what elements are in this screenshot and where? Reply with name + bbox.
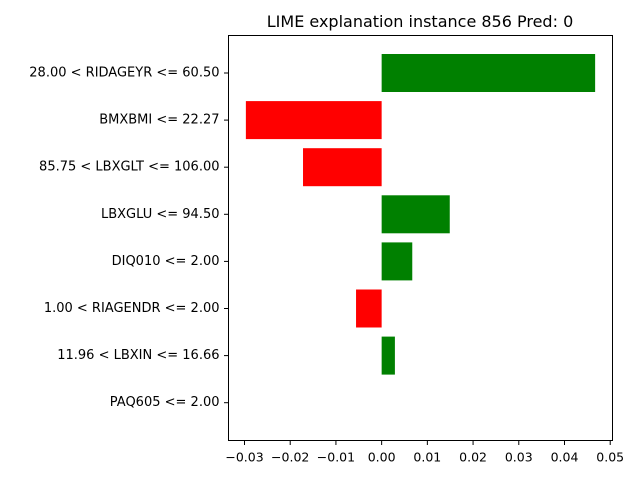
x-tick-label: −0.03 — [225, 450, 263, 465]
x-tick-label: 0.05 — [596, 450, 624, 465]
plot-frame — [228, 35, 613, 441]
y-tick-label: LBXGLU <= 94.50 — [101, 207, 220, 222]
x-tick-label: 0.01 — [413, 450, 441, 465]
x-tick-label: −0.01 — [317, 450, 355, 465]
chart-title: LIME explanation instance 856 Pred: 0 — [267, 12, 574, 31]
y-tick-labels: 28.00 < RIDAGEYR <= 60.50 BMXBMI <= 22.27… — [29, 66, 229, 410]
y-tick-label: DIQ010 <= 2.00 — [112, 254, 220, 269]
x-tick-label: 0.00 — [368, 450, 396, 465]
y-tick-label: BMXBMI <= 22.27 — [99, 113, 219, 128]
bar-0 — [381, 54, 596, 92]
bar-6 — [381, 336, 395, 375]
y-tick-label: 28.00 < RIDAGEYR <= 60.50 — [29, 66, 219, 81]
x-tick-label: 0.02 — [459, 450, 487, 465]
bars-layer — [245, 54, 596, 375]
y-tick-label: 1.00 < RIAGENDR <= 2.00 — [44, 301, 220, 316]
x-tick-label: 0.04 — [551, 450, 579, 465]
y-tick-label: 11.96 < LBXIN <= 16.66 — [57, 348, 219, 363]
bar-1 — [245, 101, 382, 140]
x-axis-ticks: −0.03 −0.02 −0.01 0.00 0.01 0.02 0.03 0.04 0.05 — [225, 440, 624, 465]
bar-3 — [381, 195, 450, 234]
x-tick-label: −0.02 — [271, 450, 309, 465]
y-tick-label: PAQ605 <= 2.00 — [110, 395, 220, 410]
x-tick-label: 0.03 — [505, 450, 533, 465]
bar-5 — [356, 289, 382, 328]
bar-2 — [303, 148, 382, 187]
y-tick-label: 85.75 < LBXGLT <= 106.00 — [39, 160, 219, 175]
bar-4 — [381, 242, 413, 281]
